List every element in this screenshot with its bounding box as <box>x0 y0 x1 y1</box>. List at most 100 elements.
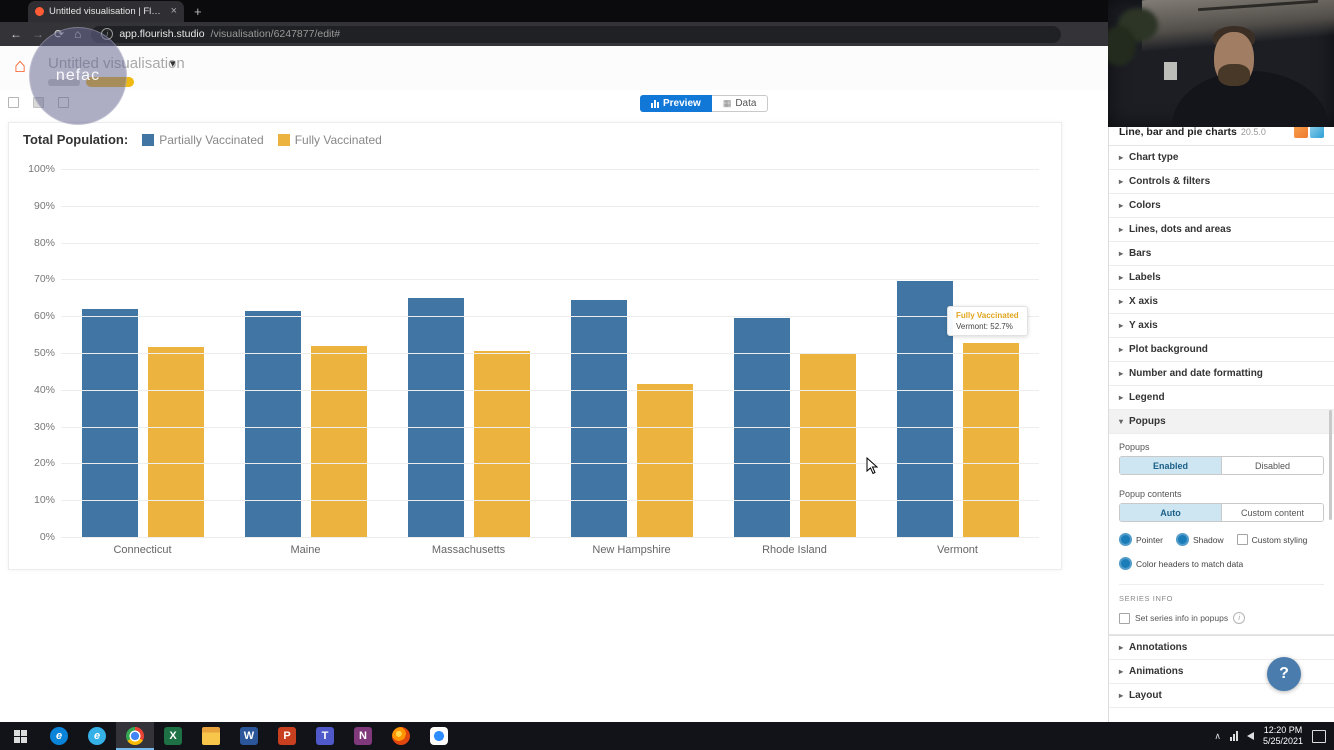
bar-fully-vaccinated-connecticut[interactable] <box>147 347 204 537</box>
y-axis-tick-label: 60% <box>33 310 55 323</box>
section-legend[interactable]: ▸ Legend <box>1109 386 1334 410</box>
taskbar-icon-firefox[interactable] <box>382 722 420 750</box>
bar-partially-vaccinated-massachusetts[interactable] <box>407 297 464 537</box>
bar-fully-vaccinated-rhode-island[interactable] <box>799 353 856 537</box>
bar-partially-vaccinated-vermont[interactable] <box>896 281 953 537</box>
section-lines-dots-and-areas[interactable]: ▸ Lines, dots and areas <box>1109 218 1334 242</box>
caret-icon: ▸ <box>1119 273 1124 282</box>
sidebar-scrollbar[interactable] <box>1329 410 1332 520</box>
taskbar-icon-word[interactable]: W <box>230 722 268 750</box>
color-headers-row: Color headers to match data <box>1119 557 1324 570</box>
shadow-toggle[interactable]: Shadow <box>1175 533 1224 546</box>
tab-close-icon[interactable]: × <box>170 5 177 17</box>
bar-fully-vaccinated-new-hampshire[interactable] <box>636 384 693 537</box>
popups-panel: Popups Enabled Disabled Popup contents A… <box>1109 434 1334 635</box>
popup-auto-option[interactable]: Auto <box>1120 504 1222 521</box>
preview-tab[interactable]: Preview <box>640 95 712 112</box>
section-animations[interactable]: ▸ Animations <box>1109 660 1334 684</box>
popup-contents-toggle: Auto Custom content <box>1119 503 1324 522</box>
flourish-favicon-icon <box>35 7 44 16</box>
y-axis-tick-label: 10% <box>33 494 55 507</box>
url-bar[interactable]: i app.flourish.studio/visualisation/6247… <box>91 25 1062 43</box>
set-series-info-row[interactable]: Set series info in popups i <box>1119 612 1324 624</box>
custom-styling-box[interactable] <box>1236 534 1248 545</box>
color-headers-knob[interactable] <box>1119 557 1132 570</box>
section-colors[interactable]: ▸ Colors <box>1109 194 1334 218</box>
section-label: Layout <box>1129 690 1162 701</box>
taskbar-icon-powerpoint[interactable]: P <box>268 722 306 750</box>
preview-label: Preview <box>663 98 701 109</box>
start-button[interactable] <box>0 722 40 750</box>
excel-icon: X <box>164 727 182 745</box>
color-headers-toggle[interactable]: Color headers to match data <box>1119 557 1243 570</box>
network-icon[interactable] <box>1229 731 1238 741</box>
shadow-toggle-knob[interactable] <box>1175 533 1189 546</box>
taskbar-clock[interactable]: 12:20 PM 5/25/2021 <box>1263 725 1303 748</box>
taskbar-icon-excel[interactable]: X <box>154 722 192 750</box>
webcam-plant-2 <box>1108 26 1136 66</box>
legend-swatch <box>142 133 155 146</box>
section-x-axis[interactable]: ▸ X axis <box>1109 290 1334 314</box>
tray-expand-icon[interactable]: ∧ <box>1214 730 1221 741</box>
custom-styling-label: Custom styling <box>1251 534 1308 545</box>
taskbar-icon-folder[interactable] <box>192 722 230 750</box>
taskbar-icon-onenote[interactable]: N <box>344 722 382 750</box>
teams-icon: T <box>316 727 334 745</box>
taskbar-icon-chrome[interactable] <box>116 722 154 750</box>
help-button[interactable]: ? <box>1267 657 1301 691</box>
browser-tab[interactable]: Untitled visualisation | Flourish × <box>28 1 184 22</box>
webcam-wall-frame <box>1164 62 1177 80</box>
action-center-icon[interactable] <box>1312 729 1326 743</box>
info-icon[interactable]: i <box>1233 612 1246 624</box>
bar-fully-vaccinated-massachusetts[interactable] <box>473 351 530 537</box>
data-tab[interactable]: ▦ Data <box>711 95 769 112</box>
section-label: Lines, dots and areas <box>1129 224 1232 235</box>
section-annotations[interactable]: ▸ Annotations <box>1109 636 1334 660</box>
section-popups[interactable]: ▾ Popups <box>1109 410 1334 434</box>
custom-styling-checkbox[interactable]: Custom styling <box>1236 534 1308 545</box>
y-axis-tick-label: 80% <box>33 236 55 249</box>
section-layout[interactable]: ▸ Layout <box>1109 684 1334 708</box>
section-controls-filters[interactable]: ▸ Controls & filters <box>1109 170 1334 194</box>
bar-fully-vaccinated-maine[interactable] <box>310 345 367 537</box>
bar-partially-vaccinated-new-hampshire[interactable] <box>570 299 627 537</box>
bar-partially-vaccinated-maine[interactable] <box>244 310 301 537</box>
bar-fully-vaccinated-vermont[interactable] <box>962 343 1019 537</box>
flourish-home-icon[interactable]: ⌂ <box>14 55 27 77</box>
legend-item-partially-vaccinated[interactable]: Partially Vaccinated <box>142 133 264 147</box>
speaker-icon[interactable] <box>1246 732 1254 740</box>
pointer-toggle[interactable]: Pointer <box>1119 533 1163 546</box>
popups-disabled-option[interactable]: Disabled <box>1222 457 1323 474</box>
back-icon[interactable]: ← <box>10 27 22 41</box>
taskbar-icon-ie[interactable]: e <box>78 722 116 750</box>
taskbar-icon-teams[interactable]: T <box>306 722 344 750</box>
new-tab-button[interactable]: + <box>194 4 202 19</box>
popups-enabled-option[interactable]: Enabled <box>1120 457 1222 474</box>
chevron-down-icon[interactable]: ▾ <box>170 58 176 70</box>
set-series-info-checkbox[interactable] <box>1119 612 1130 624</box>
section-number-and-date-formatting[interactable]: ▸ Number and date formatting <box>1109 362 1334 386</box>
y-axis-tick-label: 100% <box>28 163 55 175</box>
forward-icon[interactable]: → <box>32 27 44 41</box>
resize-icon[interactable] <box>8 97 19 108</box>
webcam-person-body <box>1172 71 1328 127</box>
taskbar-icon-edge[interactable]: e <box>40 722 78 750</box>
y-axis-tick-label: 70% <box>33 273 55 286</box>
taskbar-icon-zoom[interactable] <box>420 722 458 750</box>
section-chart-type[interactable]: ▸ Chart type <box>1109 146 1334 170</box>
chart-card: Total Population: Partially Vaccinated Fu… <box>8 122 1062 570</box>
section-bars[interactable]: ▸ Bars <box>1109 242 1334 266</box>
legend-title: Total Population: <box>23 132 129 147</box>
pointer-toggle-knob[interactable] <box>1119 533 1132 546</box>
section-plot-background[interactable]: ▸ Plot background <box>1109 338 1334 362</box>
bar-partially-vaccinated-connecticut[interactable] <box>81 308 138 537</box>
popup-custom-option[interactable]: Custom content <box>1222 504 1323 521</box>
legend-item-fully-vaccinated[interactable]: Fully Vaccinated <box>277 133 382 147</box>
color-headers-label: Color headers to match data <box>1136 558 1244 569</box>
chart-legend: Total Population: Partially Vaccinated Fu… <box>23 132 382 147</box>
section-y-axis[interactable]: ▸ Y axis <box>1109 314 1334 338</box>
template-header[interactable]: Line, bar and pie charts 20.5.0 <box>1109 116 1334 146</box>
section-labels[interactable]: ▸ Labels <box>1109 266 1334 290</box>
